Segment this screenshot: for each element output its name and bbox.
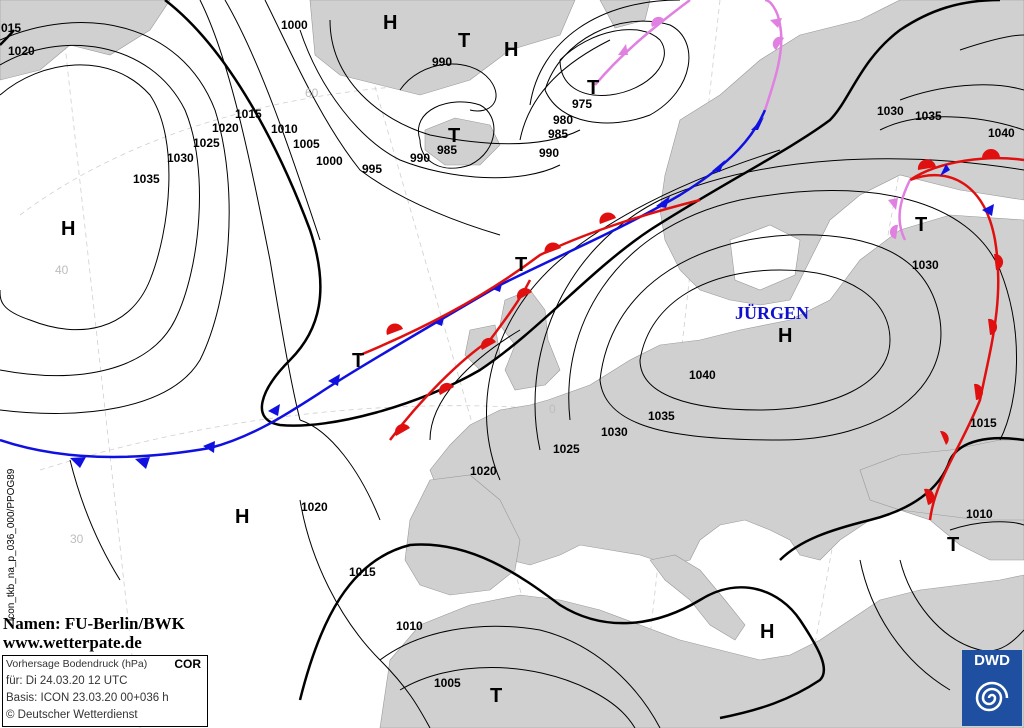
iceland-land	[424, 117, 501, 166]
product-code: icon_tkb_na_p_036_000/PPOG89	[6, 468, 17, 621]
isobar-label: 1015	[235, 107, 262, 121]
cold-front-east-bumps	[924, 253, 1004, 505]
credits: Namen: FU-Berlin/BWK www.wetterpate.de	[3, 614, 185, 652]
isobar-label: 990	[410, 151, 430, 165]
isobar-label: 1020	[470, 464, 497, 478]
info-box: Vorhersage Bodendruck (hPa) COR für: Di …	[2, 655, 208, 727]
isobar-label: 1035	[133, 172, 160, 186]
isobar-label: 1030	[601, 425, 628, 439]
africa-land	[379, 574, 1024, 728]
isobar-labels: 015 1020 1000 990 975 980 985 990 1030 1…	[1, 18, 1015, 690]
isobar-label: 1005	[293, 137, 320, 151]
cold-front-east-teeth	[940, 164, 994, 216]
uk-land	[499, 289, 561, 391]
isobar-label: 995	[362, 162, 382, 176]
high-center: H	[383, 12, 397, 34]
isobar-label: 990	[432, 55, 452, 69]
low-center: T	[352, 350, 364, 372]
forecast-type: Vorhersage Bodendruck (hPa)	[6, 658, 148, 670]
grid-label: 0	[549, 402, 556, 416]
isobar-label: 1020	[301, 500, 328, 514]
dwd-logo: DWD	[962, 650, 1022, 726]
website-line: www.wetterpate.de	[3, 633, 142, 652]
grid-labels: 40 30 0 60	[55, 86, 556, 546]
cold-front-ireland-bumps	[394, 287, 532, 436]
occlusion-iceland-marks	[618, 16, 665, 55]
high-center: H	[61, 218, 75, 240]
low-center: T	[490, 685, 502, 707]
high-center: H	[235, 506, 249, 528]
grid-label: 60	[305, 86, 319, 100]
occlusion-east	[898, 179, 912, 241]
warm-front-east	[909, 156, 1024, 182]
scandinavia-land	[659, 0, 1024, 306]
isobar-label: 1030	[167, 151, 194, 165]
high-center: H	[778, 325, 792, 347]
isobar-label: 985	[548, 127, 568, 141]
model-base: Basis: ICON 23.03.20 00+036 h	[6, 692, 169, 704]
grid-label: 40	[55, 263, 69, 277]
occlusion-iceland	[594, 0, 691, 86]
isobar-label: 985	[437, 143, 457, 157]
high-center: H	[504, 39, 518, 61]
greenland-land	[309, 0, 576, 96]
isobar-label: 1040	[988, 126, 1015, 140]
isobar-label: 1000	[316, 154, 343, 168]
warm-front-bumps	[386, 212, 616, 335]
dwd-swirl-icon	[963, 671, 1021, 725]
high-center: H	[760, 621, 774, 643]
isobar-label: 1035	[915, 109, 942, 123]
pressure-centers: H H H H H H H T T T T T T T T T T	[61, 12, 959, 707]
isobar-label: 015	[1, 21, 21, 35]
isobar-label: 1010	[396, 619, 423, 633]
grid-label: 30	[70, 532, 84, 546]
isobar-label: 1020	[8, 44, 35, 58]
isobar-label: 990	[539, 146, 559, 160]
isobar-label: 1010	[271, 122, 298, 136]
low-center: T	[947, 534, 959, 556]
warm-front-atlantic	[359, 198, 701, 357]
svalbard-land	[599, 0, 651, 29]
isobar-label: 1005	[434, 676, 461, 690]
isobar-label: 1040	[689, 368, 716, 382]
isobar-label: 1010	[966, 507, 993, 521]
valid-time: für: Di 24.03.20 12 UTC	[6, 675, 128, 687]
occlusion-norway	[763, 0, 783, 111]
italy-land	[649, 554, 746, 641]
occlusion-norway-marks	[770, 18, 784, 50]
isobar-label: 1030	[877, 104, 904, 118]
dwd-logo-text: DWD	[963, 651, 1021, 671]
isobar-label: 1020	[212, 121, 239, 135]
warm-front-east-bumps	[917, 149, 1000, 170]
canada-land	[0, 0, 171, 81]
low-center: T	[515, 254, 527, 276]
names-line: Namen: FU-Berlin/BWK	[3, 614, 185, 633]
isobar-label: 1015	[349, 565, 376, 579]
occlusion-east-marks	[888, 198, 898, 239]
isobar-label: 975	[572, 97, 592, 111]
fronts	[0, 0, 1024, 521]
isobar-label: 1025	[553, 442, 580, 456]
isobar-label: 1025	[193, 136, 220, 150]
low-center: T	[458, 30, 470, 52]
low-center: T	[587, 77, 599, 99]
isobar-label: 1000	[281, 18, 308, 32]
low-center: T	[915, 214, 927, 236]
low-center: T	[448, 125, 460, 147]
cold-front-atlantic	[0, 109, 767, 459]
isobar-label: 1030	[912, 258, 939, 272]
correction-flag: COR	[174, 657, 201, 671]
named-system-label: JÜRGEN	[735, 303, 809, 323]
isobar-label: 1035	[648, 409, 675, 423]
isobar-label: 980	[553, 113, 573, 127]
baltic-sea	[729, 224, 801, 291]
isobar-label: 1015	[970, 416, 997, 430]
copyright: © Deutscher Wetterdienst	[6, 709, 138, 721]
